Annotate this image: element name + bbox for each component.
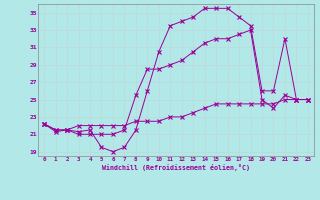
X-axis label: Windchill (Refroidissement éolien,°C): Windchill (Refroidissement éolien,°C) — [102, 164, 250, 171]
